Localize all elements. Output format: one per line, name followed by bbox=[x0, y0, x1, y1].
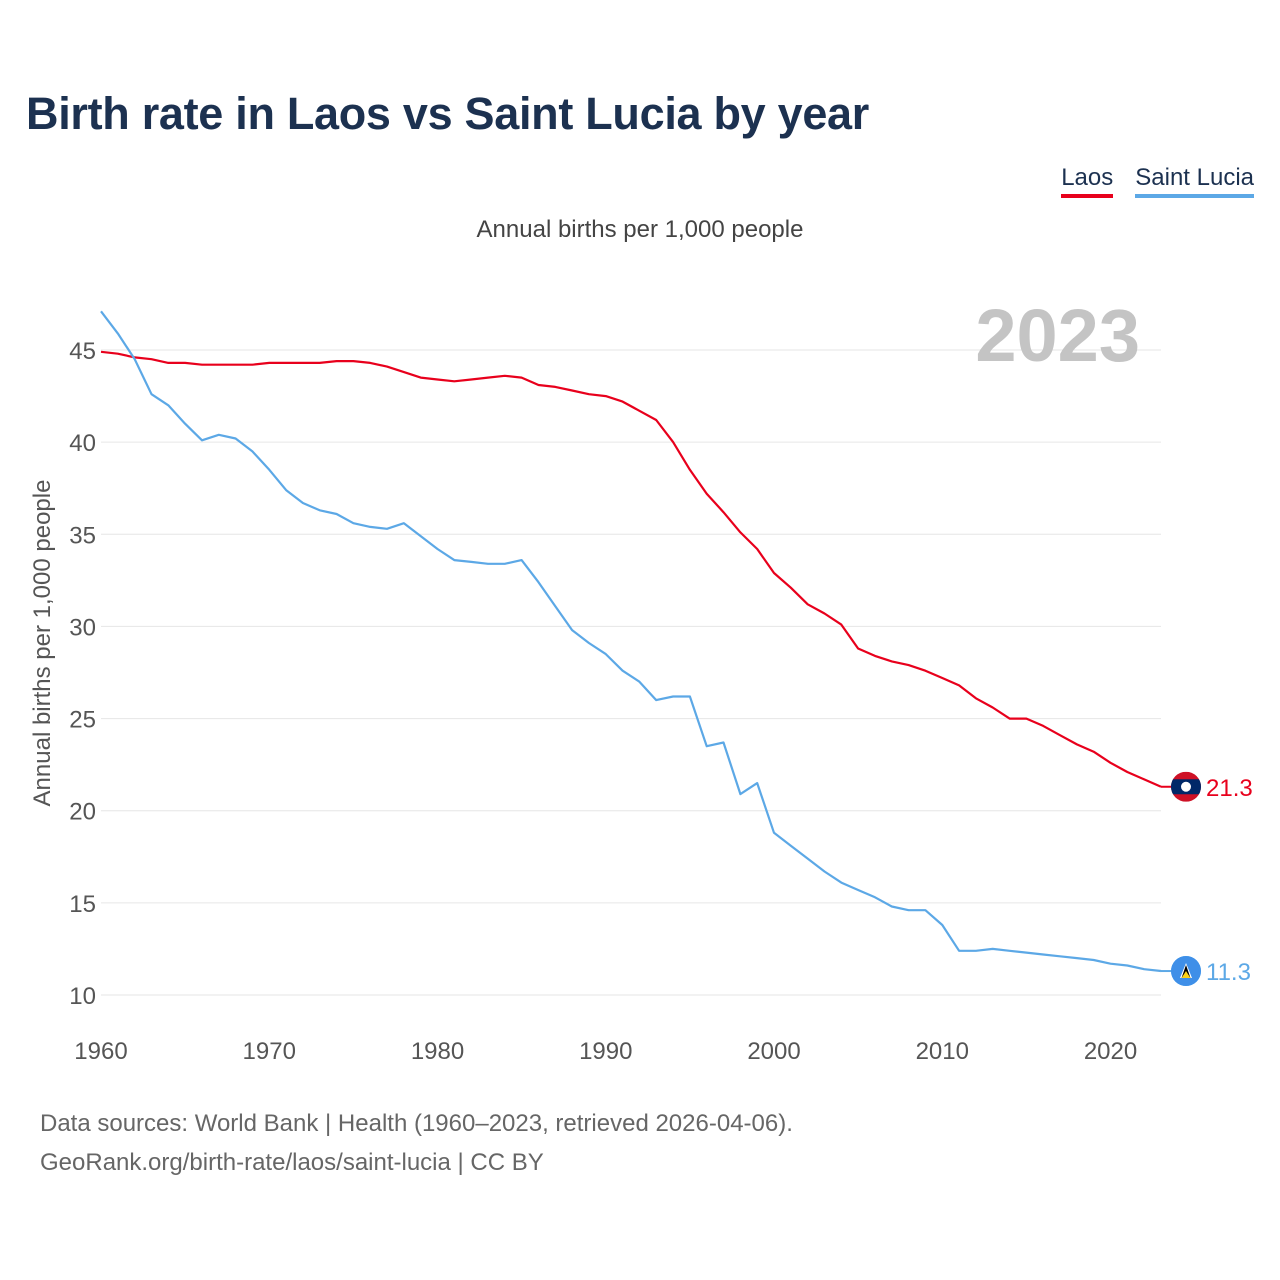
series-line-laos[interactable] bbox=[100, 350, 1162, 788]
legend: Laos Saint Lucia bbox=[1061, 164, 1254, 198]
x-tick-label: 2010 bbox=[916, 1038, 969, 1065]
y-tick-label: 15 bbox=[69, 891, 96, 918]
chart-subtitle: Annual births per 1,000 people bbox=[476, 216, 804, 243]
x-tick-label: 1980 bbox=[411, 1038, 464, 1065]
source-note: Data sources: World Bank | Health (1960–… bbox=[40, 1104, 793, 1182]
y-tick-label: 20 bbox=[69, 799, 96, 826]
series-line-saint-lucia[interactable] bbox=[100, 310, 1162, 973]
source-line-1: Data sources: World Bank | Health (1960–… bbox=[40, 1110, 793, 1137]
laos-flag-icon bbox=[1171, 771, 1201, 802]
year-watermark: 2023 bbox=[975, 294, 1140, 377]
y-tick-label: 40 bbox=[69, 430, 96, 457]
x-tick-label: 2020 bbox=[1084, 1038, 1137, 1065]
series-end-label-laos: 21.3 bbox=[1206, 775, 1253, 802]
x-tick-label: 1970 bbox=[243, 1038, 296, 1065]
x-tick-label: 1990 bbox=[579, 1038, 632, 1065]
series-end-label-saint-lucia: 11.3 bbox=[1206, 959, 1251, 986]
x-tick-label: 2000 bbox=[747, 1038, 800, 1065]
y-tick-label: 25 bbox=[69, 707, 96, 734]
x-tick-label: 1960 bbox=[74, 1038, 127, 1065]
y-tick-label: 45 bbox=[69, 338, 96, 365]
y-tick-label: 30 bbox=[69, 614, 96, 641]
y-axis-label: Annual births per 1,000 people bbox=[29, 480, 56, 807]
saint-lucia-flag-icon bbox=[1171, 956, 1201, 987]
legend-item-laos[interactable]: Laos bbox=[1061, 164, 1114, 198]
source-line-2[interactable]: GeoRank.org/birth-rate/laos/saint-lucia … bbox=[40, 1149, 544, 1176]
y-tick-label: 10 bbox=[69, 983, 96, 1010]
chart-title: Birth rate in Laos vs Saint Lucia by yea… bbox=[26, 88, 869, 139]
y-tick-label: 35 bbox=[69, 522, 96, 549]
legend-item-saint-lucia[interactable]: Saint Lucia bbox=[1135, 164, 1254, 198]
